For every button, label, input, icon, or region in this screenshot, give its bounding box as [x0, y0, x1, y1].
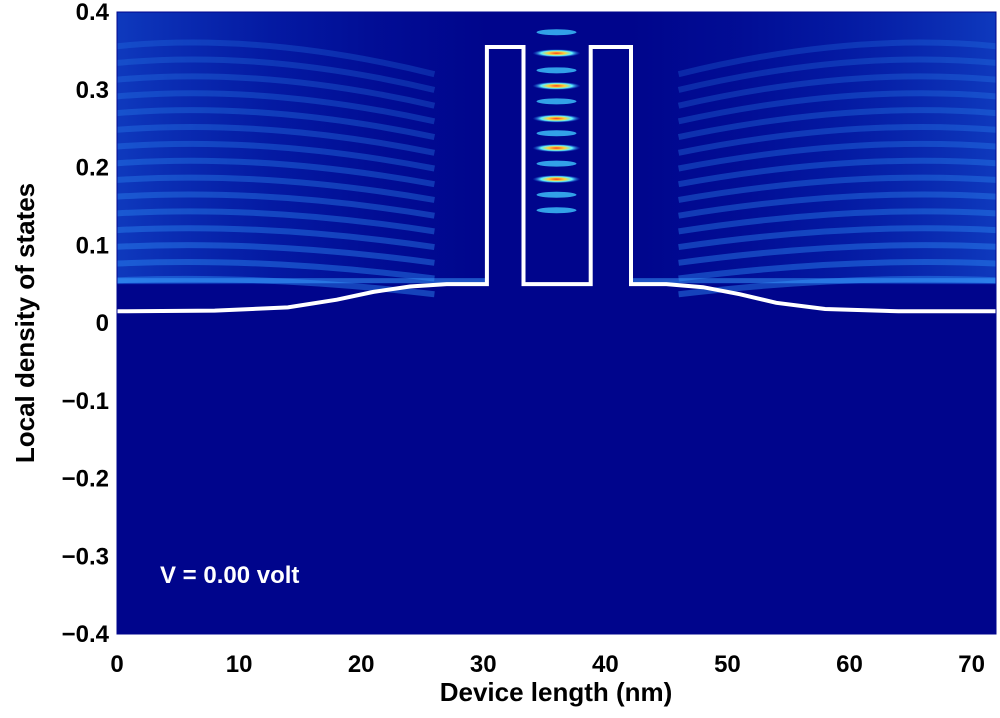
resonant-level [532, 81, 581, 90]
right-fringe [678, 174, 996, 203]
resonant-level [536, 207, 577, 214]
left-fringe [117, 208, 435, 235]
x-tick-label: 70 [958, 651, 985, 678]
x-tick-label: 10 [226, 651, 253, 678]
left-fringe [117, 56, 436, 93]
y-axis-ticks: 0.4 0.3 0.2 0.1 0 −0.1 −0.2 −0.3 −0.4 [62, 0, 110, 648]
left-fringe [117, 258, 435, 282]
resonant-level [532, 49, 581, 58]
y-tick-label: 0.1 [76, 232, 109, 259]
x-axis-title: Device length (nm) [440, 677, 673, 707]
right-fringe [678, 191, 996, 219]
right-fringe [678, 242, 996, 266]
y-tick-label: −0.4 [62, 621, 110, 648]
resonant-level [536, 160, 577, 167]
left-fringe [117, 123, 436, 156]
right-fringe [677, 39, 996, 78]
potential-profile-line [117, 45, 996, 314]
x-tick-label: 50 [714, 651, 741, 678]
right-fringe [678, 258, 996, 282]
resonant-level [532, 114, 581, 123]
resonant-level [536, 67, 577, 74]
y-axis-title: Local density of states [10, 183, 40, 463]
left-fringe [117, 225, 435, 251]
y-tick-label: 0.4 [76, 0, 110, 26]
left-fringe [117, 73, 436, 109]
y-tick-label: 0.3 [76, 77, 109, 104]
left-fringe [117, 157, 435, 188]
left-fringe [117, 90, 436, 125]
right-fringe [678, 208, 996, 235]
left-fringe [117, 140, 435, 172]
left-fringe [117, 242, 435, 266]
left-fringe [117, 107, 436, 141]
right-edge-band [630, 278, 996, 284]
y-tick-label: −0.2 [62, 466, 109, 493]
right-fringe [677, 123, 996, 156]
resonant-level [536, 29, 577, 36]
resonant-level [532, 175, 581, 184]
x-axis-ticks: 0 10 20 30 40 50 60 70 [110, 651, 985, 678]
resonant-level [532, 144, 581, 153]
right-contact-ldos [630, 12, 996, 285]
plot-frame [116, 11, 997, 635]
x-tick-label: 40 [592, 651, 619, 678]
left-fringe [117, 39, 436, 78]
left-edge-band [117, 278, 487, 284]
right-fringe [678, 140, 996, 172]
right-fringe [677, 90, 996, 125]
y-tick-label: −0.3 [62, 543, 109, 570]
resonant-level [536, 191, 577, 198]
right-fringe [677, 73, 996, 109]
y-tick-label: 0.2 [76, 155, 109, 182]
left-contact-ldos [117, 12, 487, 285]
left-fringe [117, 191, 435, 219]
resonant-level [536, 98, 577, 105]
voltage-annotation: V = 0.00 volt [160, 562, 299, 589]
right-fringe [678, 157, 996, 188]
y-tick-label: −0.1 [62, 388, 109, 415]
right-fringe [678, 225, 996, 251]
x-tick-label: 60 [836, 651, 863, 678]
y-tick-label: 0 [96, 310, 109, 337]
x-tick-label: 0 [110, 651, 123, 678]
right-fringe [677, 107, 996, 141]
resonant-levels [532, 29, 581, 214]
x-tick-label: 30 [470, 651, 497, 678]
x-tick-label: 20 [348, 651, 375, 678]
left-fringe [117, 174, 435, 203]
right-fringe [677, 56, 996, 93]
ldos-heatmap [117, 12, 996, 298]
resonant-level [536, 130, 577, 137]
